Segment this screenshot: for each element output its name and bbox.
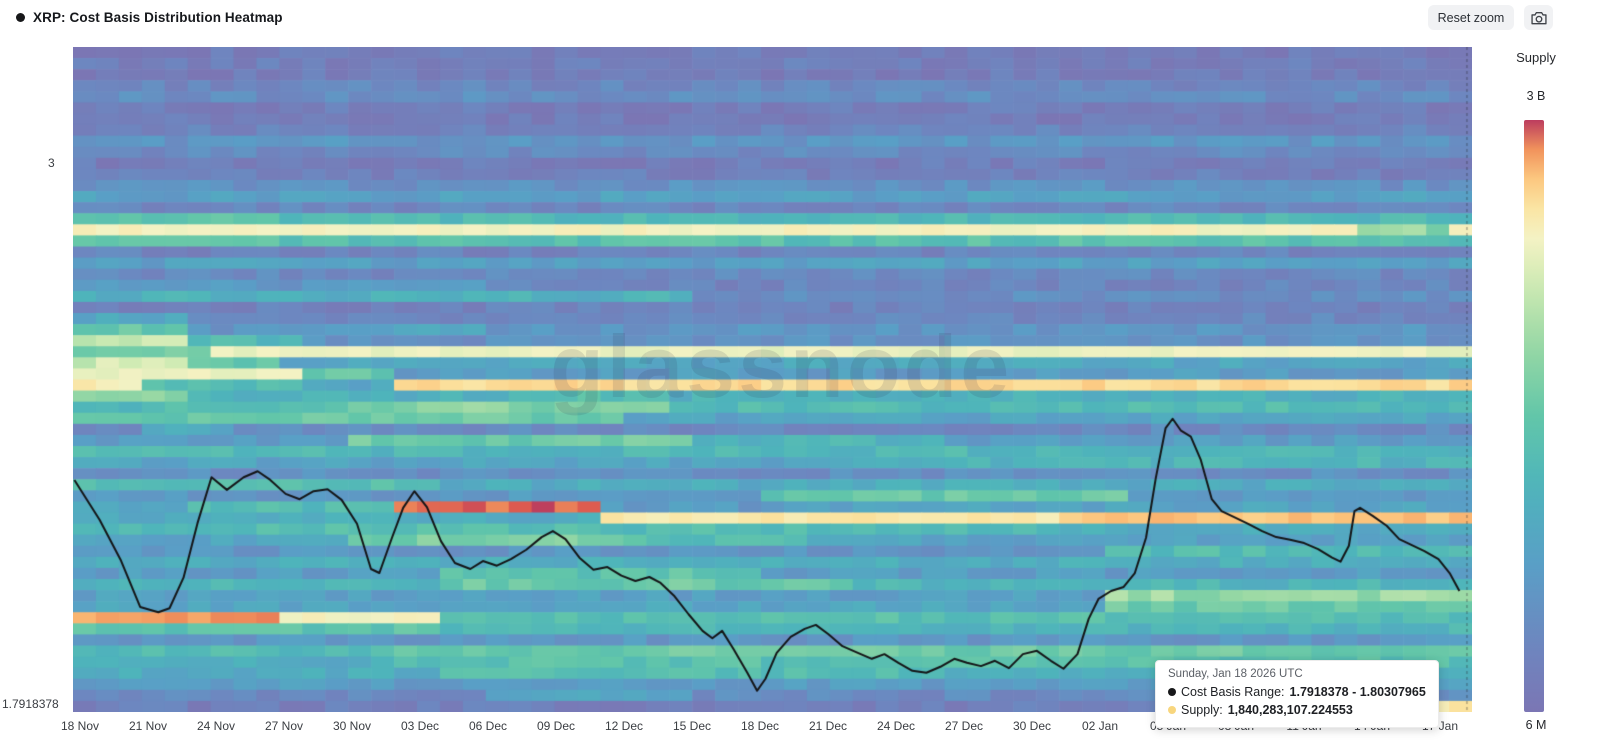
camera-icon (1530, 11, 1547, 24)
x-axis-label: 27 Dec (944, 719, 984, 733)
x-axis-label: 18 Nov (60, 719, 100, 733)
chart-title-group: XRP: Cost Basis Distribution Heatmap (16, 4, 283, 30)
tooltip-date: Sunday, Jan 18 2026 UTC (1168, 668, 1303, 680)
reset-zoom-button[interactable]: Reset zoom (1428, 5, 1514, 30)
x-axis-label: 30 Nov (332, 719, 372, 733)
tooltip: Sunday, Jan 18 2026 UTC Cost Basis Range… (1155, 660, 1439, 728)
x-axis-label: 21 Nov (128, 719, 168, 733)
cost-basis-value: 1.7918378 - 1.80307965 (1289, 685, 1426, 699)
legend-title: Supply (1516, 50, 1556, 65)
supply-label: Supply: (1181, 703, 1223, 717)
x-axis-label: 12 Dec (604, 719, 644, 733)
supply-dot-icon (1168, 706, 1176, 714)
x-axis-label: 02 Jan (1081, 719, 1119, 733)
x-axis-label: 27 Nov (264, 719, 304, 733)
supply-value: 1,840,283,107.224553 (1227, 703, 1353, 717)
x-axis-label: 09 Dec (536, 719, 576, 733)
x-axis-label: 18 Dec (740, 719, 780, 733)
x-axis-label: 30 Dec (1012, 719, 1052, 733)
x-axis-label: 06 Dec (468, 719, 508, 733)
y-axis-bottom-label: 1.7918378 (2, 697, 59, 711)
page-title: XRP: Cost Basis Distribution Heatmap (33, 9, 283, 25)
x-axis-label: 24 Nov (196, 719, 236, 733)
screenshot-button[interactable] (1524, 5, 1553, 30)
x-axis: 18 Nov 21 Nov 24 Nov 27 Nov 30 Nov 03 Dec 06 D… (0, 719, 1600, 739)
x-axis-label: 24 Dec (876, 719, 916, 733)
tooltip-row-cost-basis: Cost Basis Range: 1.7918378 - 1.80307965 (1168, 683, 1426, 701)
y-axis-top-label: 3 (48, 156, 55, 170)
x-axis-label: 21 Dec (808, 719, 848, 733)
cost-basis-dot-icon (1168, 688, 1176, 696)
x-axis-label: 15 Dec (672, 719, 712, 733)
heatmap-canvas[interactable] (73, 47, 1472, 712)
legend-min-label: 6 M (1525, 718, 1547, 732)
legend-max-label: 3 B (1526, 89, 1546, 103)
legend-gradient-bar (1524, 120, 1544, 712)
cost-basis-label: Cost Basis Range: (1181, 685, 1285, 699)
tooltip-row-supply: Supply: 1,840,283,107.224553 (1168, 701, 1426, 719)
x-axis-label: 03 Dec (400, 719, 440, 733)
series-dot-icon (16, 12, 25, 22)
